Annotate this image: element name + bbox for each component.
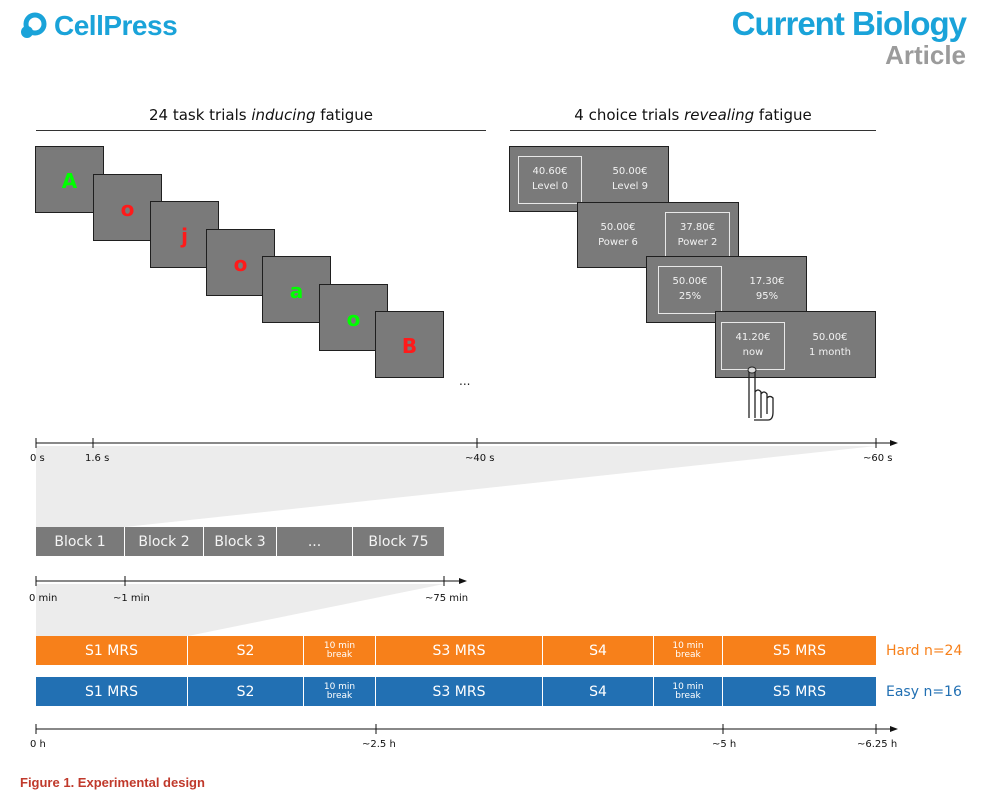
break-label: break [326,690,353,701]
right-option: 50.00€ Level 9 [612,166,648,192]
trial-letter: o [233,252,248,276]
hours-timeline-axis [35,724,898,734]
choice-section-title: 4 choice trials revealing fatigue [574,106,812,124]
trial-letter: B [401,334,418,358]
break-cell: 10 min break [304,636,376,665]
session-cell: S3 MRS [376,636,543,665]
trial-letter: o [120,197,135,221]
trial-letter: a [289,279,304,303]
session-cell: S2 [188,636,304,665]
block-cell: Block 75 [353,527,444,556]
break-label: 10 min [672,681,704,692]
block-cell: Block 3 [204,527,277,556]
session-cell: S1 MRS [36,677,188,706]
trial-timeline-axis [35,438,898,448]
session-cell: S5 MRS [773,642,826,659]
session-cell: S4 [543,636,654,665]
break-label: break [675,649,701,660]
easy-session-row: S1 MRS S2 10 min break S3 MRS S4 10 min break S5… [36,677,876,706]
block-timeline-axis [35,576,467,586]
break-label: break [326,649,353,660]
publisher-name: CellPress [54,10,178,41]
hours-tick-2: ~5 h [712,739,737,750]
trial-tick-2: ~40 s [465,453,495,464]
break-cell: 10 min break [654,677,723,706]
session-cell: S3 MRS [376,677,543,706]
block-tick-1: ~1 min [113,593,150,604]
task-section-rule [36,130,486,131]
session-cell: S5 MRS [773,683,826,700]
figure-caption: Figure 1. Experimental design [20,775,205,790]
session-cell: S1 MRS [36,636,188,665]
break-cell: 10 min break [304,677,376,706]
session-cell: S2 [188,677,304,706]
hours-tick-3: ~6.25 h [857,739,898,750]
easy-group-label: Easy n=16 [886,684,962,700]
break-label: 10 min [323,681,356,692]
choice-card: 41.20€ now 50.00€ 1 month [715,311,876,378]
left-option: 50.00€ Power 6 [598,222,638,248]
hard-session-row: S1 MRS S2 10 min break S3 MRS S4 10 min break S5… [36,636,876,665]
right-option: 37.80€ Power 2 [677,222,718,248]
right-option: 50.00€ 1 month [809,332,851,358]
left-option: 40.60€ Level 0 [532,166,568,192]
hours-tick-0: 0 h [30,739,46,750]
pointing-hand-icon [747,366,774,421]
break-label: 10 min [672,640,704,651]
block-tick-0: 0 min [29,593,58,604]
choice-section-rule [510,130,876,131]
right-option: 17.30€ 95% [749,276,785,302]
trial-tick-3: ~60 s [863,453,893,464]
break-label: 10 min [323,640,356,651]
hours-tick-1: ~2.5 h [362,739,396,750]
chosen-option-frame [518,156,582,204]
left-option: 41.20€ now [735,332,771,358]
choice-card: 40.60€ Level 0 50.00€ Level 9 [509,146,669,212]
break-cell: 10 min break [654,636,723,665]
trial-zoom-wedge [36,446,876,527]
hard-group-label: Hard n=24 [886,643,963,659]
block-tick-2: ~75 min [425,593,469,604]
chosen-option-frame [658,266,722,314]
journal-header: Current Biology Article [731,5,967,70]
block-cell: Block 1 [36,527,125,556]
session-cell: S4 [543,677,654,706]
trial-letter: A [61,169,78,193]
trial-tick-0: 0 s [30,453,45,464]
block-cell: Block 2 [125,527,204,556]
break-label: break [675,690,701,701]
block-zoom-wedge [36,584,444,636]
article-type: Article [885,40,966,70]
trial-tick-1: 1.6 s [85,453,110,464]
cellpress-logo-icon [21,12,47,38]
journal-name: Current Biology [731,5,967,42]
trial-letter: j [181,224,188,248]
block-cell: ... [277,527,353,556]
trial-letter: o [346,307,361,331]
task-ellipsis: ... [459,374,471,388]
task-section-title: 24 task trials inducing fatigue [148,106,374,124]
left-option: 50.00€ 25% [672,276,708,302]
task-trial-tile: B [375,311,444,378]
cellpress-logo: CellPress [18,9,178,43]
